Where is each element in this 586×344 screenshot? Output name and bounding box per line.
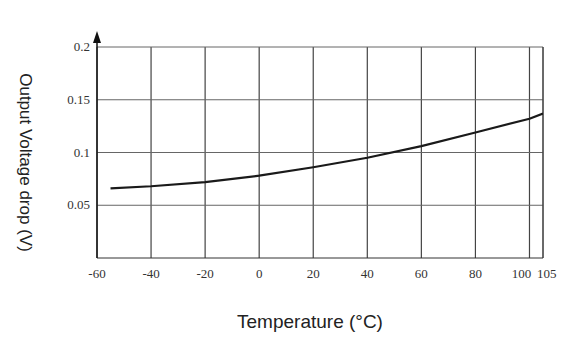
x-tick-label: 100 <box>512 266 532 281</box>
chart-container: -60 -40 -20 0 20 40 60 80 100 105 0.05 0.1 0.15 0.2 Te… <box>0 0 586 344</box>
data-line <box>111 113 543 188</box>
y-tick-label: 0.05 <box>67 197 90 212</box>
x-tick-label: 0 <box>256 266 263 281</box>
y-axis-line <box>96 35 98 258</box>
frame-right <box>543 47 544 258</box>
x-grid-line <box>543 47 544 258</box>
x-tick-label: -40 <box>142 266 159 281</box>
x-tick-label: -20 <box>196 266 213 281</box>
x-tick-label: 105 <box>537 266 557 281</box>
x-tick-label: 20 <box>307 266 320 281</box>
plot-area <box>111 113 543 188</box>
y-grid-line <box>97 205 543 206</box>
x-axis-line <box>97 258 543 259</box>
x-tick-label: 40 <box>361 266 374 281</box>
y-grid-line <box>97 47 543 48</box>
y-tick-label: 0.1 <box>74 145 90 160</box>
x-tick-label: 80 <box>469 266 482 281</box>
x-tick-label: 60 <box>415 266 428 281</box>
y-axis-arrow <box>93 31 101 43</box>
y-grid-line <box>97 152 543 153</box>
chart-svg: -60 -40 -20 0 20 40 60 80 100 105 0.05 0.1 0.15 0.2 Te… <box>0 0 586 344</box>
x-tick-label: -60 <box>88 266 105 281</box>
y-grid-line <box>97 99 543 100</box>
y-tick-label: 0.2 <box>74 39 90 54</box>
y-tick-label: 0.15 <box>67 92 90 107</box>
y-axis-label: Output Voltage drop (V) <box>16 73 35 252</box>
x-axis-label: Temperature (°C) <box>237 311 383 332</box>
